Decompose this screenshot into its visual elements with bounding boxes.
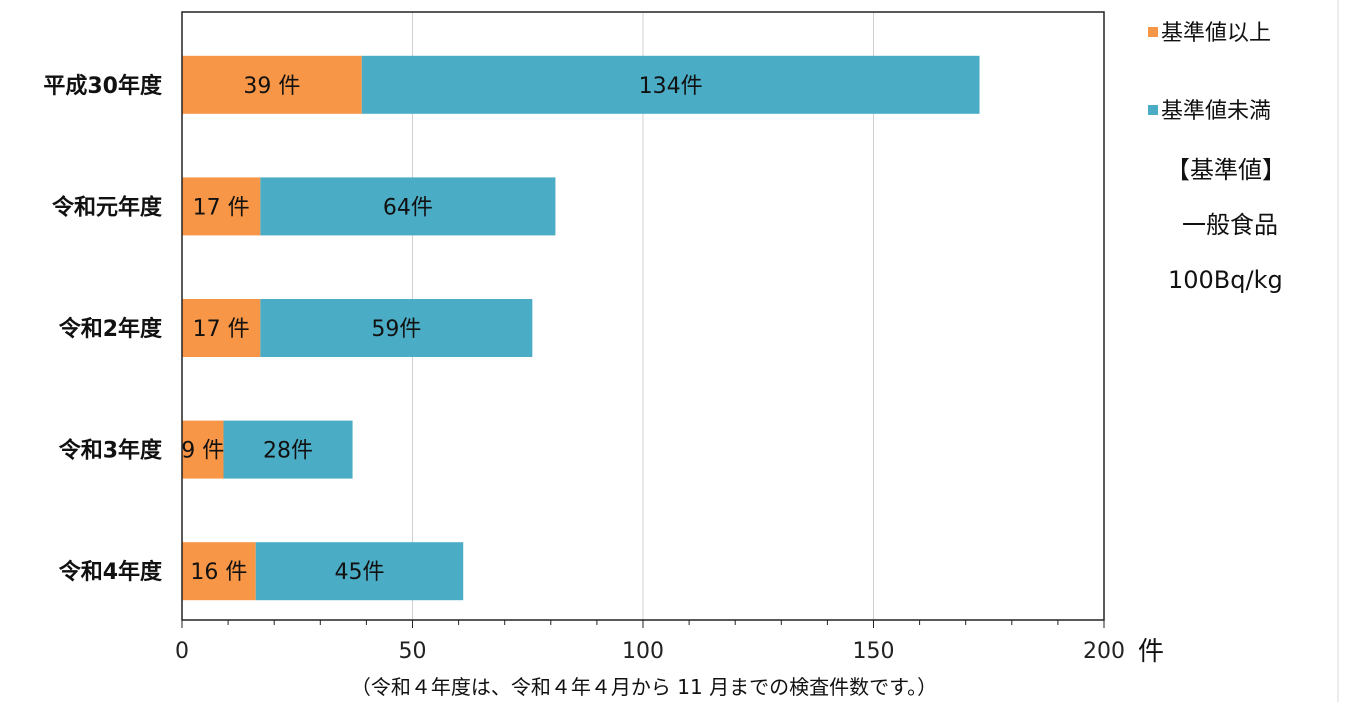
x-tick-label: 0 bbox=[175, 639, 189, 664]
category-label: 令和2年度 bbox=[59, 316, 163, 342]
category-label: 令和元年度 bbox=[52, 194, 163, 220]
bar-below-standard bbox=[361, 55, 980, 114]
footnote: （令和４年度は、令和４年４月から 11 月までの検査件数です。） bbox=[351, 675, 937, 699]
bar-below-standard bbox=[260, 177, 556, 236]
legend-label-below: 基準値未満 bbox=[1161, 99, 1271, 124]
bar-below-standard bbox=[255, 542, 464, 601]
bar-above-standard bbox=[182, 177, 261, 236]
bar-above-standard bbox=[182, 542, 256, 601]
x-axis-unit: 件 bbox=[1138, 637, 1164, 667]
bar-above-standard bbox=[182, 420, 224, 479]
x-tick-label: 200 bbox=[1083, 639, 1125, 664]
data-label: 134件 bbox=[639, 74, 703, 99]
data-label: 45件 bbox=[334, 560, 384, 585]
data-label: 9 件 bbox=[181, 439, 224, 464]
x-tick-label: 100 bbox=[622, 639, 664, 664]
category-label: 平成30年度 bbox=[43, 73, 163, 99]
bar-below-standard bbox=[260, 299, 533, 357]
bar-above-standard bbox=[182, 55, 362, 114]
category-label: 令和3年度 bbox=[59, 438, 163, 464]
category-label: 令和4年度 bbox=[59, 559, 163, 585]
bar-above-standard bbox=[182, 299, 261, 357]
note-line1: 一般食品 bbox=[1182, 211, 1278, 239]
axes bbox=[181, 11, 1105, 628]
note-line2: 100Bq/kg bbox=[1168, 266, 1283, 294]
data-label: 64件 bbox=[383, 195, 433, 220]
legend-label-above: 基準値以上 bbox=[1161, 21, 1271, 46]
data-label: 28件 bbox=[263, 439, 313, 464]
data-label: 16 件 bbox=[190, 560, 247, 585]
x-tick-label: 50 bbox=[399, 639, 427, 664]
data-label: 17 件 bbox=[193, 317, 250, 342]
bar-below-standard bbox=[223, 420, 353, 479]
x-tick-label: 150 bbox=[853, 639, 895, 664]
data-label: 17 件 bbox=[193, 195, 250, 220]
data-label: 59件 bbox=[371, 317, 421, 342]
legend-swatch-above bbox=[1148, 27, 1158, 37]
data-label: 39 件 bbox=[243, 74, 300, 99]
bars bbox=[182, 55, 980, 601]
note-title: 【基準値】 bbox=[1166, 156, 1286, 184]
legend-swatch-below bbox=[1148, 105, 1158, 115]
